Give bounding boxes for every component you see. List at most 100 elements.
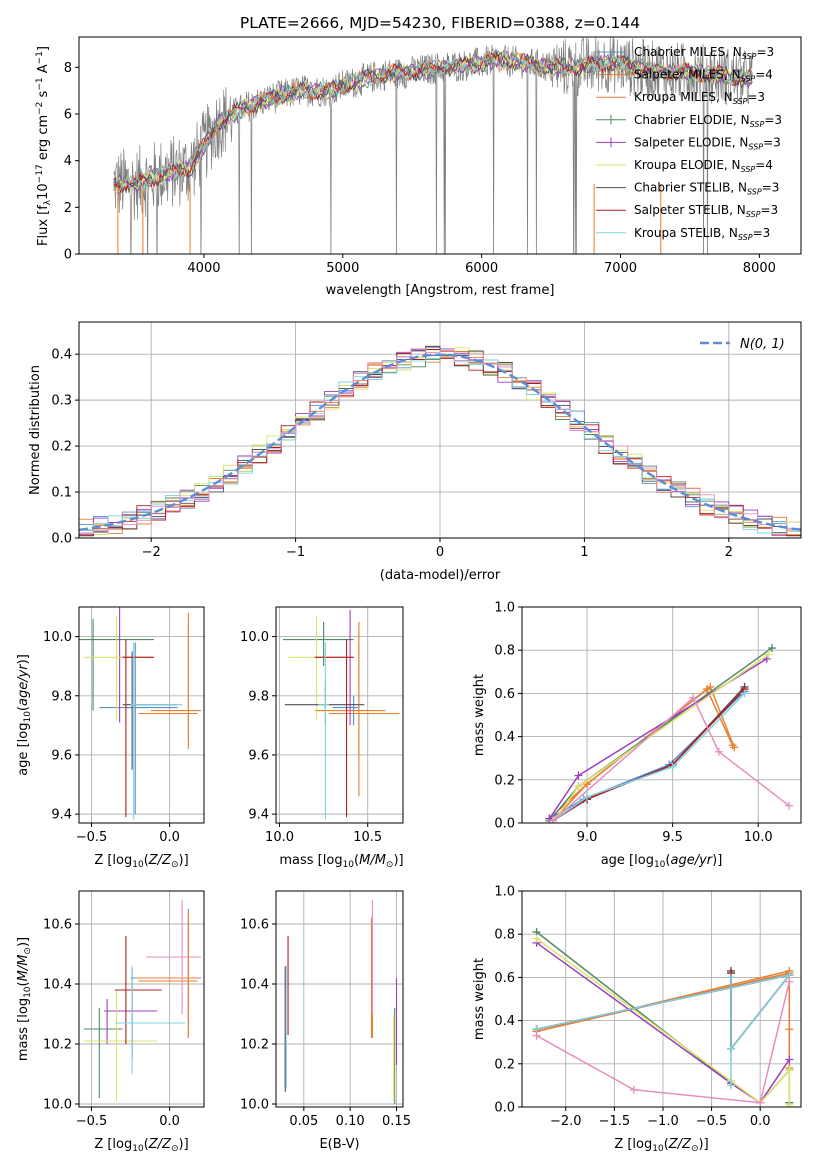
series-line-extra	[536, 981, 791, 1104]
x-tick-label: −2.0	[550, 1114, 582, 1129]
y-tick-label: 0.0	[51, 532, 72, 547]
x-tick-label: 5000	[326, 261, 359, 276]
x-tick-label: 8000	[743, 261, 776, 276]
y-tick-label: 0.4	[51, 348, 72, 363]
x-tick-label: 7000	[604, 261, 637, 276]
y-tick-label: 9.8	[51, 689, 72, 704]
series-marker	[785, 1066, 794, 1075]
axes-frame	[78, 321, 802, 539]
y-tick-label: 2	[64, 201, 72, 216]
y-axis-label-mw-age: mass weight	[472, 674, 487, 756]
legend-entry: Kroupa ELODIE, NSSP=4	[634, 158, 773, 174]
y-tick-label: 10.0	[43, 1098, 72, 1113]
y-axis-label-mw-z: mass weight	[472, 958, 487, 1040]
y-tick-label: 1.0	[494, 601, 515, 616]
histogram-extra	[79, 348, 801, 535]
axes-massweight_vs_Z: −2.0 −1.5 −1.0 −0.5 0.0 0.0 0.2 0.4 0.6 0.8 1.0	[494, 885, 802, 1129]
series-marker	[785, 1055, 794, 1064]
y-tick-label: 0.4	[494, 730, 515, 745]
series-marker	[532, 934, 541, 943]
y-tick-label: 1.0	[494, 885, 515, 900]
axes-age_vs_mass: 10.0 10.5 9.4 9.6 9.8 10.0	[240, 606, 404, 845]
x-tick-label: 6000	[465, 261, 498, 276]
x-tick-label: −1	[286, 545, 305, 560]
axes-frame	[78, 890, 205, 1108]
y-tick-label: 10.4	[240, 978, 269, 993]
x-tick-label: 9.5	[662, 830, 683, 845]
y-tick-label: 0.2	[51, 440, 72, 455]
plot-area-mass_vs_Z	[79, 891, 204, 1107]
axes-mass_vs_Z: −0.5 0.0 10.0 10.2 10.4 10.6	[43, 890, 205, 1129]
chart-layer: 4000 5000 6000 7000 8000 0 2 4 6 8 Chabrier MILES,…	[16, 36, 802, 1154]
x-tick-label: 2	[725, 545, 733, 560]
plot-area-massweight_vs_Z	[522, 891, 801, 1107]
plot-area-spectrum	[113, 37, 753, 254]
legend-entry: Chabrier STELIB, NSSP=3	[634, 181, 779, 197]
y-tick-label: 4	[64, 154, 72, 169]
x-tick-label: 0.0	[750, 1114, 771, 1129]
legend-entry: Salpeter ELODIE, NSSP=3	[634, 135, 781, 151]
series-marker	[574, 782, 583, 791]
legend-entry: Salpeter STELIB, NSSP=3	[634, 203, 778, 219]
model-line-kroupa-stelib	[113, 53, 753, 195]
y-tick-label: 0.0	[494, 1101, 515, 1116]
plot-area-age_vs_Z	[79, 607, 204, 823]
y-axis-label-mass-z: mass [log10(M/M⊙)]	[16, 937, 33, 1061]
x-tick-label: −1.0	[647, 1114, 679, 1129]
y-tick-label: 0.3	[51, 394, 72, 409]
y-tick-label: 0.8	[494, 644, 515, 659]
series-marker	[583, 793, 592, 802]
normal-curve	[79, 353, 801, 532]
series-marker	[574, 771, 583, 780]
series-marker	[730, 743, 739, 752]
x-tick-label: 4000	[187, 261, 220, 276]
series-marker	[740, 689, 749, 698]
x-tick-label: −0.5	[76, 1114, 108, 1129]
series-marker	[689, 693, 698, 702]
x-axis-label-residuals: (data-model)/error	[380, 568, 501, 583]
plot-area-massweight_vs_age	[522, 607, 801, 823]
axes-frame	[78, 36, 802, 255]
series-line-extra	[552, 696, 790, 822]
legend-entry: Chabrier ELODIE, NSSP=3	[634, 113, 782, 129]
legend-entry: Kroupa STELIB, NSSP=3	[634, 226, 770, 242]
x-axis-label-spectrum: wavelength [Angstrom, rest frame]	[326, 283, 555, 298]
y-tick-label: 0.6	[494, 971, 515, 986]
x-tick-label: −2	[142, 545, 161, 560]
x-tick-label: 0.10	[336, 1114, 365, 1129]
series-marker	[532, 1031, 541, 1040]
series-marker	[583, 780, 592, 789]
x-tick-label: 0	[436, 545, 444, 560]
y-tick-label: 9.6	[248, 748, 269, 763]
y-tick-label: 10.0	[43, 630, 72, 645]
series-line-kroupa-stelib	[552, 692, 746, 822]
x-tick-label: 10.5	[353, 830, 382, 845]
x-axis-label-mass-z: Z [log10(Z/Z⊙)]	[94, 1137, 188, 1154]
series-marker	[727, 973, 736, 982]
series-marker	[714, 747, 723, 756]
x-tick-label: −1.5	[599, 1114, 631, 1129]
series-marker	[727, 1044, 736, 1053]
axes-frame	[78, 606, 205, 824]
series-marker	[785, 977, 794, 986]
figure-title: PLATE=2666, MJD=54230, FIBERID=0388, z=0…	[240, 14, 640, 32]
y-tick-label: 0.6	[494, 687, 515, 702]
axes-spectrum: 4000 5000 6000 7000 8000 0 2 4 6 8 Chabrier MILES,…	[64, 36, 802, 276]
y-tick-label: 8	[64, 61, 72, 76]
x-tick-label: 10.0	[744, 830, 773, 845]
x-axis-label-age-z: Z [log10(Z/Z⊙)]	[94, 853, 188, 870]
x-axis-label-age-mass: mass [log10(M/M⊙)]	[279, 853, 403, 870]
plot-area-residuals	[79, 322, 801, 538]
series-line-salpeter-elodie	[536, 942, 790, 1104]
y-tick-label: 0	[64, 248, 72, 263]
y-tick-label: 0.2	[494, 773, 515, 788]
legend-entry: Salpeter MILES, NSSP=4	[634, 68, 773, 84]
axes-frame	[275, 606, 404, 824]
model-line-salpeter-elodie	[113, 50, 753, 194]
y-tick-label: 10.6	[43, 918, 72, 933]
legend-entry: Chabrier MILES, NSSP=3	[634, 45, 774, 61]
series-marker	[668, 762, 677, 771]
y-tick-label: 9.4	[51, 808, 72, 823]
y-axis-label-residuals: Normed distribution	[28, 365, 43, 495]
